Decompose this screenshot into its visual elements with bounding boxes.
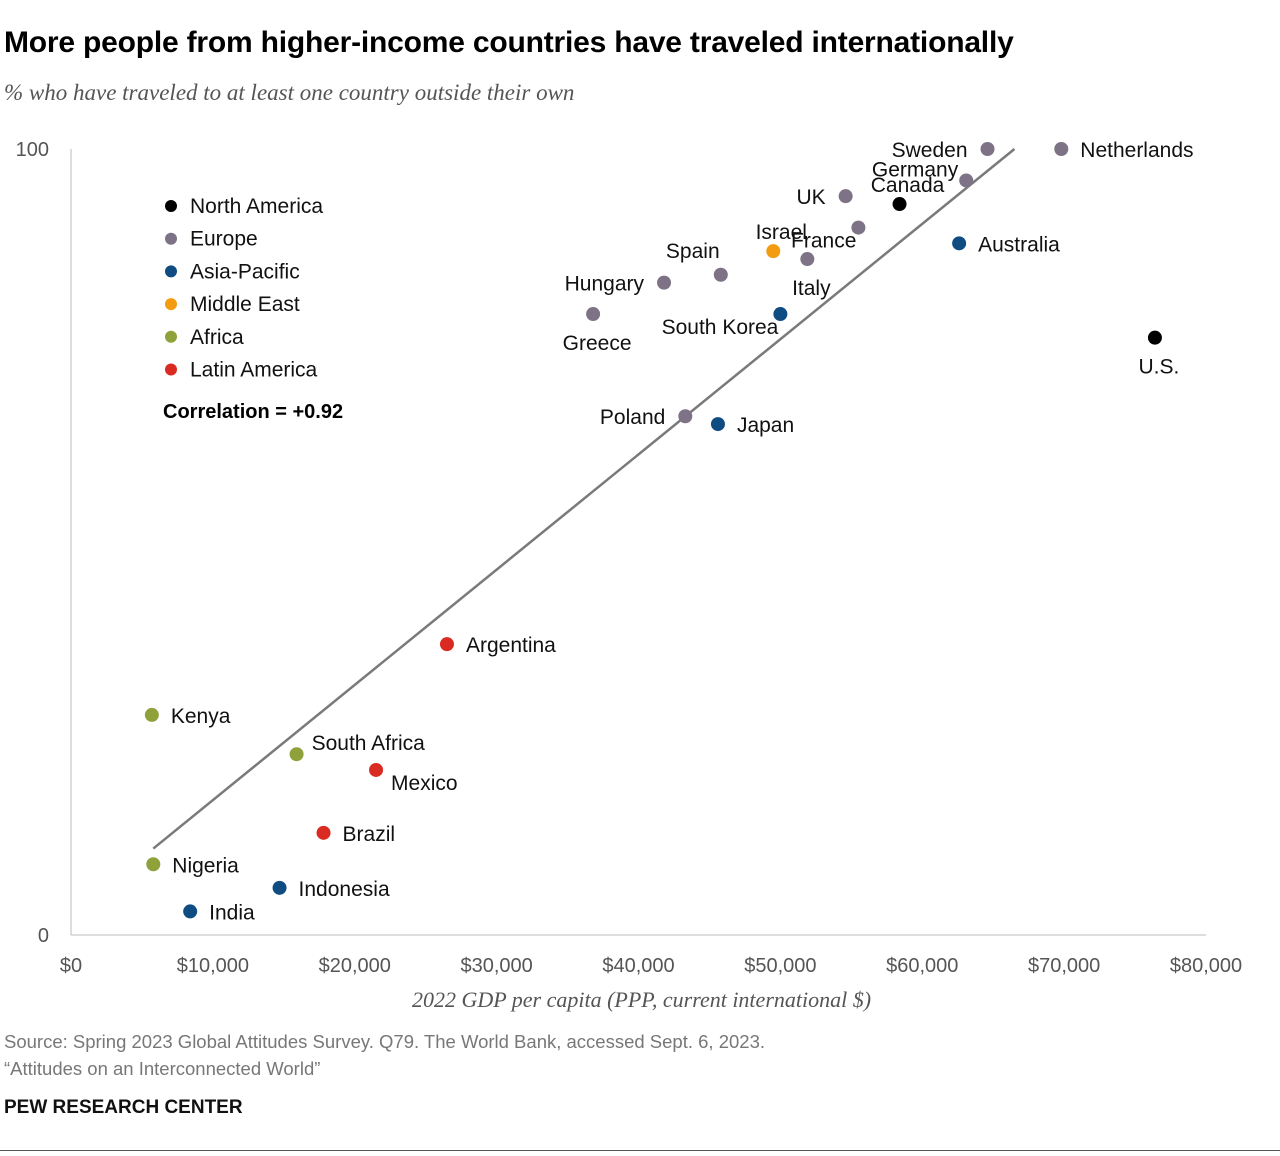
- brand-logo-text: PEW RESEARCH CENTER: [4, 1097, 243, 1118]
- point-label-indonesia: Indonesia: [299, 878, 390, 901]
- point-label-japan: Japan: [737, 414, 794, 437]
- point-japan: [710, 417, 725, 432]
- y-tick-label: 100: [16, 139, 49, 161]
- point-south-korea: [773, 307, 788, 322]
- legend-label: Africa: [190, 326, 244, 349]
- point-sweden: [980, 142, 995, 156]
- point-france: [851, 220, 866, 235]
- x-axis-title: 2022 GDP per capita (PPP, current intern…: [412, 987, 871, 1012]
- point-label-canada: Canada: [871, 174, 945, 197]
- source-note: Source: Spring 2023 Global Attitudes Sur…: [4, 1031, 766, 1052]
- chart-title: More people from higher-income countries…: [4, 26, 1014, 59]
- point-label-spain: Spain: [666, 240, 720, 263]
- x-tick-label: $20,000: [319, 955, 391, 977]
- point-label-argentina: Argentina: [466, 634, 556, 657]
- legend-label: Asia-Pacific: [190, 260, 300, 283]
- x-tick-label: $50,000: [744, 955, 816, 977]
- x-tick-label: $60,000: [886, 955, 958, 977]
- point-label-poland: Poland: [600, 406, 665, 429]
- point-italy: [800, 252, 815, 267]
- x-tick-label: $10,000: [177, 955, 249, 977]
- legend-marker: [165, 330, 177, 343]
- x-tick-label: $70,000: [1028, 955, 1100, 977]
- point-label-u-s: U.S.: [1139, 356, 1180, 379]
- point-canada: [892, 197, 907, 212]
- y-tick-label: 0: [38, 925, 49, 947]
- trendline-group: [152, 148, 1016, 850]
- point-indonesia: [272, 880, 287, 895]
- point-label-sweden: Sweden: [892, 139, 968, 162]
- x-tick-label: $80,000: [1170, 955, 1242, 977]
- legend-label: Latin America: [190, 359, 318, 382]
- point-uk: [838, 189, 853, 204]
- point-argentina: [439, 637, 454, 652]
- point-label-australia: Australia: [978, 233, 1060, 256]
- correlation-annotation: Correlation = +0.92: [163, 401, 343, 423]
- legend-label: North America: [190, 195, 323, 218]
- point-nigeria: [146, 857, 161, 872]
- point-label-kenya: Kenya: [171, 705, 231, 728]
- point-label-italy: Italy: [792, 277, 831, 300]
- point-israel: [766, 244, 781, 259]
- point-label-hungary: Hungary: [565, 273, 645, 296]
- legend-marker: [165, 200, 177, 212]
- point-label-nigeria: Nigeria: [172, 854, 239, 877]
- chart-subtitle: % who have traveled to at least one coun…: [4, 80, 575, 105]
- scatter-chart: $0 $10,000 $20,000 $30,000 $40,000 $50,000 $60…: [16, 139, 1243, 1012]
- point-label-south-korea: South Korea: [662, 316, 779, 339]
- point-label-greece: Greece: [563, 332, 632, 355]
- point-label-mexico: Mexico: [391, 772, 458, 795]
- legend-marker: [165, 232, 177, 245]
- point-spain: [713, 267, 728, 282]
- point-label-netherlands: Netherlands: [1080, 139, 1193, 162]
- x-tick-label: $0: [60, 955, 82, 977]
- point-india: [183, 904, 198, 919]
- legend-label: Europe: [190, 228, 258, 251]
- point-mexico: [369, 762, 384, 777]
- point-hungary: [657, 275, 672, 290]
- point-u-s: [1147, 330, 1162, 345]
- point-germany: [959, 173, 974, 188]
- point-label-brazil: Brazil: [343, 823, 396, 846]
- point-label-uk: UK: [796, 186, 825, 209]
- point-kenya: [144, 707, 159, 722]
- point-poland: [678, 409, 693, 424]
- point-label-south-africa: South Africa: [312, 732, 426, 755]
- point-brazil: [316, 825, 331, 840]
- point-australia: [952, 236, 967, 251]
- legend-marker: [165, 265, 177, 278]
- trendline: [152, 148, 1016, 850]
- point-greece: [586, 307, 601, 322]
- x-tick-label: $40,000: [602, 955, 674, 977]
- point-netherlands: [1054, 142, 1069, 156]
- point-south-africa: [289, 747, 304, 762]
- x-tick-label: $30,000: [460, 955, 532, 977]
- point-label-india: India: [209, 901, 255, 924]
- legend: North America Europe Asia-Pacific Middle Ea…: [163, 195, 343, 423]
- legend-label: Middle East: [190, 293, 300, 316]
- point-label-france: France: [791, 230, 856, 253]
- footer-rule: [0, 1150, 1280, 1151]
- axes: $0 $10,000 $20,000 $30,000 $40,000 $50,000 $60…: [16, 139, 1243, 1012]
- point-label-germany: Germany: [872, 158, 959, 181]
- report-title: “Attitudes on an Interconnected World”: [4, 1058, 321, 1079]
- point-label-israel: Israel: [756, 221, 807, 244]
- legend-marker: [165, 298, 177, 311]
- legend-marker: [165, 363, 177, 376]
- points-group: [144, 142, 1162, 919]
